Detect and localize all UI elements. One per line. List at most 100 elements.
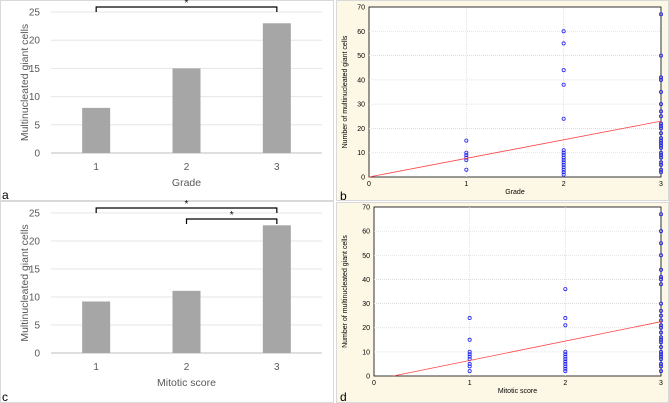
panel-d-point-20 [563,369,568,374]
panel-d-ytick-label: 70 [362,205,370,212]
panel-d-point-35 [659,330,664,335]
panel-b-point-5 [464,167,469,172]
panel-d-point-25 [659,267,664,272]
panel-b-ytick-label: 40 [357,77,365,84]
panel-d-point-30 [659,308,664,313]
panel-b-point-28 [659,109,664,114]
panel-d-point-39 [659,345,664,350]
panel-d-ytick-label: 50 [362,253,370,260]
panel-b-point-43 [659,162,664,167]
panel-c-significance-marker: * [185,199,189,210]
panel-b-xtick-label: 0 [367,181,371,188]
panel-b-ytick-label: 30 [357,102,365,109]
panel-b-ytick-label: 70 [357,5,365,12]
panel-b-point-6 [561,29,566,34]
panel-b-point-37 [659,143,664,148]
panel-a-xtick-label: 3 [274,162,280,173]
panel-b-point-25 [659,77,664,82]
panel-c-significance-bracket [185,218,278,224]
panel-c-xtick-label: 3 [274,362,280,373]
panel-b-point-20 [561,170,566,175]
panel-d-point-42 [659,354,664,359]
panel-d-xtick-label: 3 [659,380,663,387]
panel-d-point-0 [467,316,472,321]
panel-c-significance-bracket [95,207,278,213]
panel-b-point-24 [659,75,664,80]
panel-d-y-axis-label: Number of multinucleated giant cells [342,235,349,348]
panel-c-ytick-label: 5 [34,321,40,332]
panel-b-point-0 [464,138,469,143]
panel-d-point-7 [467,364,472,369]
panel-d-point-41 [659,352,664,357]
panel-c-significance-marker: * [230,210,234,221]
panel-a-significance-bracket [95,6,278,12]
panel-b-point-1 [464,150,469,155]
panel-d-point-12 [563,349,568,354]
panel-b-ytick-label: 50 [357,53,365,60]
panel-d-point-10 [563,316,568,321]
panel-d-point-15 [563,357,568,362]
panel-d-point-14 [563,354,568,359]
panel-b-point-9 [561,82,566,87]
panel-d-point-33 [659,323,664,328]
panel-b-point-3 [464,155,469,160]
panel-b-point-30 [659,121,664,126]
panel-d-point-19 [563,366,568,371]
panel-d-point-18 [563,364,568,369]
panel-b-point-8 [561,68,566,73]
panel-d-point-38 [659,340,664,345]
panel-d-point-11 [563,323,568,328]
panel-b-xtick-label: 3 [659,181,663,188]
panel-d-point-40 [659,349,664,354]
panel-d-point-16 [563,359,568,364]
panel-d-point-27 [659,277,664,282]
panel-b-point-45 [659,170,664,175]
panel-b-point-19 [561,167,566,172]
panel-c-ytick-label: 15 [29,265,41,276]
panel-b-panel-label: b [340,189,347,203]
panel-c-ytick-label: 25 [29,209,41,220]
panel-b-point-11 [561,148,566,153]
panel-a-ytick-label: 25 [29,8,41,19]
panel-d-point-3 [467,352,472,357]
panel-d-point-4 [467,354,472,359]
panel-c-y-axis-label: Multinucleated giant cells [19,224,31,341]
panel-d-point-6 [467,361,472,366]
panel-c-xtick-label: 1 [93,362,99,373]
panel-c-xtick-label: 2 [184,362,190,373]
panel-a-x-axis-label: Grade [172,177,201,189]
panel-d-point-31 [659,313,664,318]
panel-d-xtick-label: 2 [563,380,567,387]
panel-d-point-8 [467,369,472,374]
panel-b-point-27 [659,102,664,107]
panel-d-xtick-label: 1 [468,380,472,387]
panel-b-point-32 [659,126,664,131]
panel-b-point-15 [561,157,566,162]
panel-d-x-axis-label: Mitotic score [498,388,537,395]
panel-b-point-35 [659,138,664,143]
panel-a-ytick-label: 5 [34,120,40,131]
panel-a-significance-marker: * [185,0,189,9]
panel-d-ytick-label: 30 [362,301,370,308]
panel-a-y-axis-label: Multinucleated giant cells [19,24,31,141]
panel-d-plot-area [373,206,662,377]
panel-d-point-28 [659,282,664,287]
panel-b-point-31 [659,124,664,129]
panel-b-point-44 [659,167,664,172]
panel-b-ytick-label: 60 [357,29,365,36]
panel-b-x-axis-label: Grade [505,189,525,196]
panel-a-ytick-label: 10 [29,92,41,103]
panel-b-ytick-label: 0 [361,175,365,182]
panel-b-xtick-label: 1 [464,181,468,188]
panel-a-xtick-label: 2 [184,162,190,173]
panel-b-point-41 [659,155,664,160]
panel-c-bar-1 [82,301,111,353]
panel-d-point-21 [659,212,664,217]
panel-b-regression-line [368,120,662,178]
panel-b-ytick-label: 20 [357,126,365,133]
panel-d-ytick-label: 60 [362,229,370,236]
panel-c-ytick-label: 10 [29,293,41,304]
panel-b-point-23 [659,53,664,58]
panel-d-point-45 [659,364,664,369]
